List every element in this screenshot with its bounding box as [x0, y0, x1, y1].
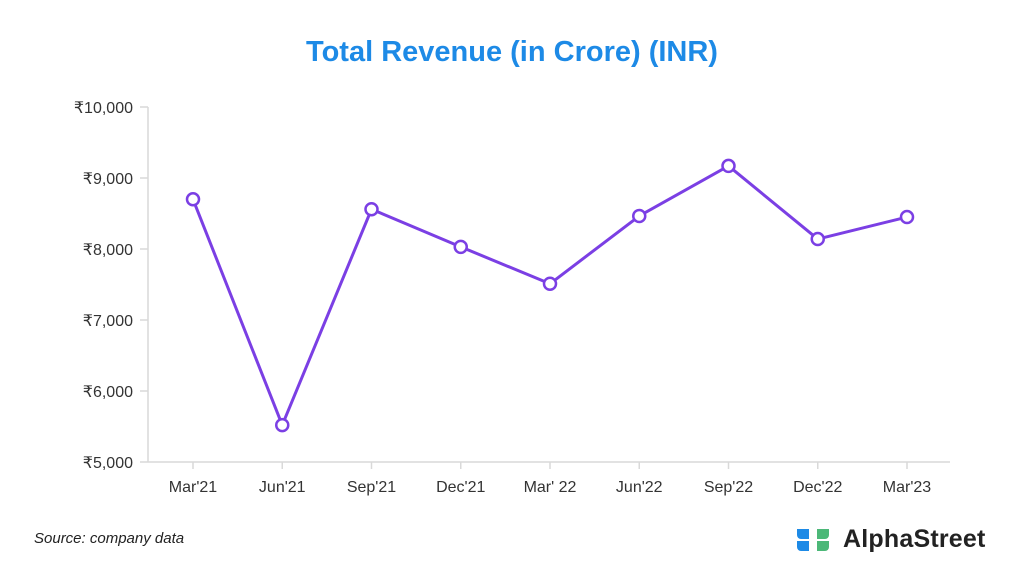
data-point — [632, 208, 647, 224]
data-point — [899, 209, 915, 225]
y-tick-label: ₹6,000 — [83, 384, 133, 401]
data-point — [275, 417, 290, 433]
data-point — [810, 231, 825, 247]
x-tick-label: Sep'22 — [704, 479, 753, 496]
data-point — [542, 276, 558, 292]
data-point — [453, 239, 468, 255]
y-tick-label: ₹10,000 — [74, 100, 133, 117]
chart-title: Total Revenue (in Crore) (INR) — [306, 36, 718, 68]
x-tick-label: Dec'22 — [793, 479, 842, 496]
x-tick-label: Dec'21 — [436, 479, 485, 496]
source-note: Source: company data — [34, 530, 185, 547]
alphastreet-logo-icon — [797, 528, 829, 551]
x-tick-label: Jun'21 — [259, 479, 306, 496]
y-tick-label: ₹7,000 — [83, 313, 133, 330]
y-tick-label: ₹8,000 — [83, 242, 133, 259]
data-point — [721, 158, 736, 174]
brand-name: AlphaStreet — [843, 525, 986, 553]
revenue-line — [191, 164, 908, 427]
y-tick-label: ₹9,000 — [83, 171, 133, 188]
x-tick-label: Mar'21 — [169, 479, 218, 496]
x-tick-label: Jun'22 — [616, 479, 663, 496]
x-tick-label: Mar'23 — [883, 479, 932, 496]
data-point — [185, 192, 201, 207]
y-tick-label: ₹5,000 — [83, 455, 133, 472]
data-point — [364, 201, 379, 217]
x-tick-label: Mar' 22 — [524, 479, 577, 496]
x-tick-label: Sep'21 — [347, 479, 396, 496]
alphastreet-logo: AlphaStreet — [795, 525, 986, 554]
